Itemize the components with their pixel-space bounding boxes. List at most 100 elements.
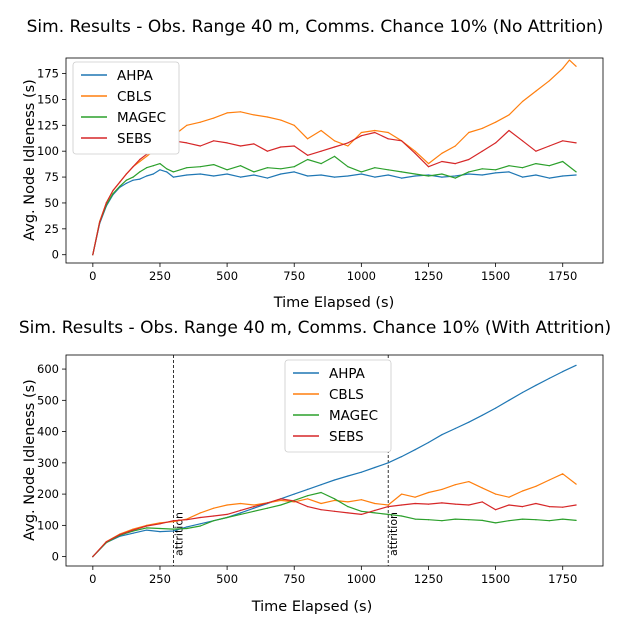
data-point-cbls: [414, 150, 416, 152]
y-tick-label: 100: [37, 144, 59, 158]
data-point-cbls: [374, 129, 376, 132]
data-point-magec: [481, 168, 483, 170]
data-point-magec: [562, 160, 564, 163]
series-line-sebs: [92, 498, 577, 558]
chart-title: Sim. Results - Obs. Range 40 m, Comms. C…: [27, 17, 604, 37]
data-point-ahpa: [139, 178, 141, 180]
data-point-ahpa: [239, 512, 242, 514]
chart-title: Sim. Results - Obs. Range 40 m, Comms. C…: [19, 318, 611, 338]
data-point-ahpa: [387, 462, 389, 464]
data-point-sebs: [427, 503, 430, 505]
data-point-sebs: [535, 150, 537, 152]
data-point-sebs: [441, 502, 443, 504]
data-point-sebs: [226, 142, 228, 144]
series-lines: [92, 364, 577, 558]
data-point-cbls: [387, 504, 389, 506]
data-point-cbls: [213, 117, 215, 119]
data-point-cbls: [280, 499, 282, 501]
data-point-cbls: [481, 487, 483, 489]
data-point-magec: [280, 168, 282, 170]
y-tick-label: 0: [52, 550, 59, 564]
data-point-magec: [441, 520, 443, 522]
data-point-sebs: [333, 146, 336, 148]
data-point-sebs: [387, 506, 389, 508]
data-point-sebs: [186, 142, 188, 144]
data-point-ahpa: [172, 176, 174, 178]
data-point-ahpa: [159, 531, 161, 533]
data-point-cbls: [253, 114, 255, 116]
data-point-ahpa: [468, 421, 470, 423]
data-point-sebs: [562, 140, 564, 142]
data-point-sebs: [575, 142, 577, 144]
data-point-ahpa: [427, 441, 430, 444]
data-point-ahpa: [307, 488, 309, 490]
data-point-cbls: [307, 498, 309, 500]
data-point-magec: [562, 518, 564, 520]
data-point-magec: [495, 522, 497, 524]
data-point-ahpa: [535, 384, 537, 386]
data-point-cbls: [293, 124, 295, 126]
data-point-ahpa: [414, 175, 416, 177]
data-point-sebs: [414, 502, 416, 505]
data-point-sebs: [401, 504, 403, 506]
data-point-sebs: [172, 520, 174, 522]
data-point-ahpa: [320, 174, 322, 176]
data-point-ahpa: [427, 174, 430, 176]
data-point-sebs: [401, 140, 403, 142]
data-point-cbls: [548, 80, 550, 82]
data-point-cbls: [347, 145, 349, 147]
data-point-magec: [548, 520, 550, 522]
data-point-ahpa: [253, 507, 255, 509]
data-point-magec: [239, 513, 242, 516]
data-point-cbls: [508, 114, 510, 116]
data-point-ahpa: [374, 466, 376, 469]
data-point-sebs: [333, 510, 336, 512]
x-tick-label: 1250: [414, 269, 443, 283]
data-point-magec: [468, 519, 470, 521]
data-point-sebs: [213, 140, 215, 142]
legend: AHPA CBLS MAGEC SEBS: [284, 359, 392, 453]
data-point-magec: [186, 167, 188, 169]
data-point-magec: [159, 163, 161, 165]
x-tick-label: 0: [89, 572, 96, 586]
data-point-cbls: [468, 481, 470, 483]
y-axis-label: Avg. Node Idleness (s): [22, 79, 38, 241]
data-point-magec: [360, 171, 362, 173]
legend-box: [284, 359, 392, 453]
data-point-ahpa: [347, 475, 349, 477]
data-point-magec: [575, 171, 577, 173]
data-point-ahpa: [562, 175, 564, 177]
data-point-sebs: [239, 145, 242, 147]
x-tick-label: 250: [149, 572, 171, 586]
data-point-ahpa: [374, 176, 376, 178]
legend-label-cbls: CBLS: [329, 387, 364, 403]
data-point-ahpa: [401, 177, 403, 179]
data-point-magec: [360, 510, 362, 512]
data-point-sebs: [521, 140, 524, 142]
legend-box: [72, 61, 180, 155]
data-point-sebs: [199, 516, 201, 519]
data-point-magec: [468, 171, 470, 173]
data-point-sebs: [307, 506, 309, 508]
data-point-cbls: [414, 496, 416, 498]
data-point-sebs: [468, 504, 470, 506]
x-tick-label: 1000: [347, 572, 376, 586]
data-point-sebs: [347, 142, 349, 144]
data-point-sebs: [99, 222, 101, 224]
y-axis-label: Avg. Node Idleness (s): [22, 379, 38, 541]
data-point-cbls: [226, 112, 228, 114]
data-point-magec: [427, 175, 430, 177]
data-point-sebs: [307, 154, 309, 156]
data-point-ahpa: [132, 532, 134, 534]
data-point-cbls: [333, 499, 336, 501]
data-point-ahpa: [152, 173, 154, 175]
data-point-ahpa: [508, 171, 510, 173]
data-point-ahpa: [562, 371, 564, 373]
data-point-sebs: [280, 146, 282, 148]
data-point-cbls: [568, 59, 571, 61]
data-point-ahpa: [125, 182, 127, 184]
x-tick-label: 500: [216, 269, 238, 283]
data-point-ahpa: [441, 434, 443, 436]
x-tick-label: 1500: [481, 269, 510, 283]
data-point-magec: [152, 165, 154, 167]
